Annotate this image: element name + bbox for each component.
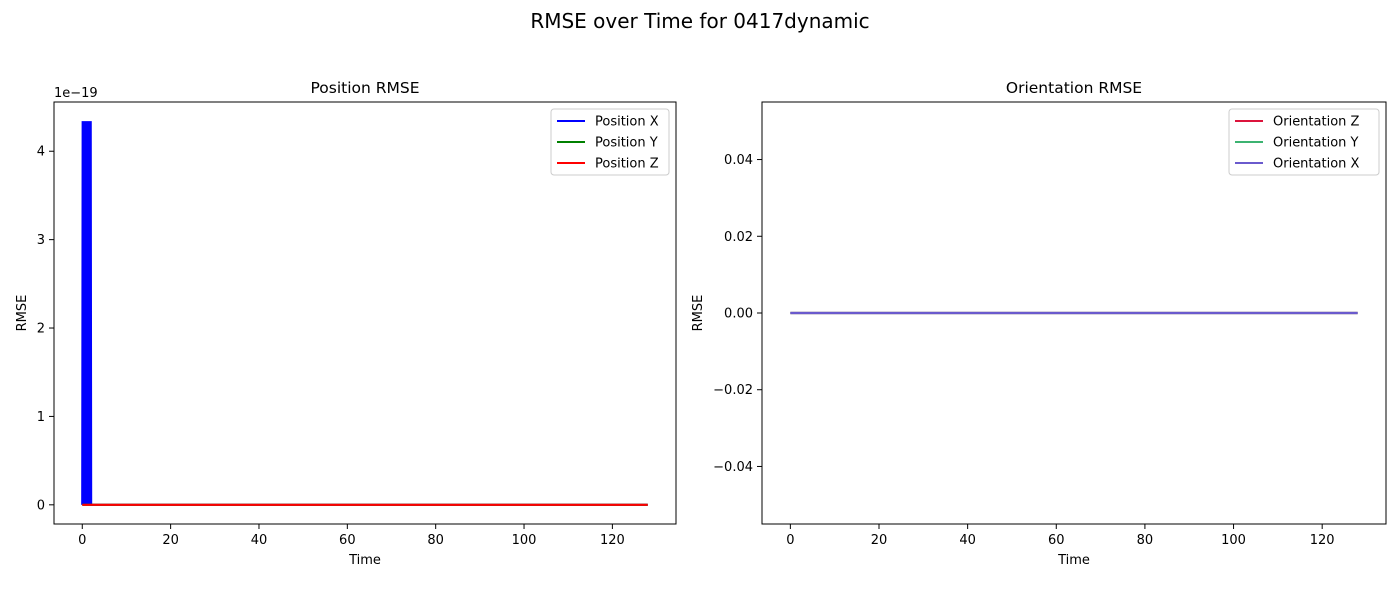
x-tick-label: 20 [871,533,888,548]
y-tick-label: 4 [37,145,45,160]
legend-label: Position Z [595,157,659,172]
x-tick-label: 20 [162,533,179,548]
y-tick-label: −0.02 [713,383,753,398]
y-tick-label: 0.00 [724,307,753,322]
x-tick-label: 100 [1221,533,1246,548]
legend-label: Orientation X [1273,157,1360,172]
series-lines [81,121,648,506]
x-tick-label: 80 [427,533,444,548]
legend-label: Position Y [595,136,658,151]
legend-label: Orientation Y [1273,136,1359,151]
y-tick-label: 1 [37,410,45,425]
x-tick-label: 120 [600,533,625,548]
legend: Position X Position Y Position Z [550,108,670,176]
chart-title: Orientation RMSE [1006,79,1142,97]
legend-box [550,108,670,176]
legend: Orientation Z Orientation Y Orientation X [1228,108,1380,176]
y-axis-label: RMSE [691,295,706,332]
x-tick-label: 60 [339,533,356,548]
x-tick-label: 60 [1048,533,1065,548]
x-axis-label: Time [348,553,381,568]
y-tick-label: −0.04 [713,460,753,475]
y-tick-label: 0.02 [724,230,753,245]
orientation-rmse-chart: Orientation RMSE 0 20 40 60 80 100 120 0.04 0.02 0… [691,79,1387,568]
x-tick-label: 120 [1310,533,1335,548]
y-tick-label: 0.04 [724,153,753,168]
x-tick-label: 40 [959,533,976,548]
x-axis-label: Time [1057,553,1090,568]
y-tick-label: 3 [37,233,45,248]
plot-frame [53,101,677,525]
y-tick-label: 0 [37,498,45,513]
figure-title: RMSE over Time for 0417dynamic [530,9,869,33]
x-tick-label: 100 [512,533,537,548]
x-tick-label: 40 [251,533,268,548]
y-tick-label: 2 [37,322,45,337]
legend-label: Position X [595,115,659,130]
x-tick-label: 80 [1137,533,1154,548]
legend-box [1228,108,1380,176]
position-rmse-chart: Position RMSE 0 20 40 60 80 100 120 0 1 2 3 4 1e−19 Ti… [15,79,677,568]
chart-title: Position RMSE [310,79,419,97]
x-tick-label: 0 [78,533,86,548]
x-tick-label: 0 [786,533,794,548]
series-line-position-x [81,121,648,506]
y-axis-label: RMSE [15,295,30,332]
y-offset-text: 1e−19 [54,86,98,101]
legend-label: Orientation Z [1273,115,1360,130]
